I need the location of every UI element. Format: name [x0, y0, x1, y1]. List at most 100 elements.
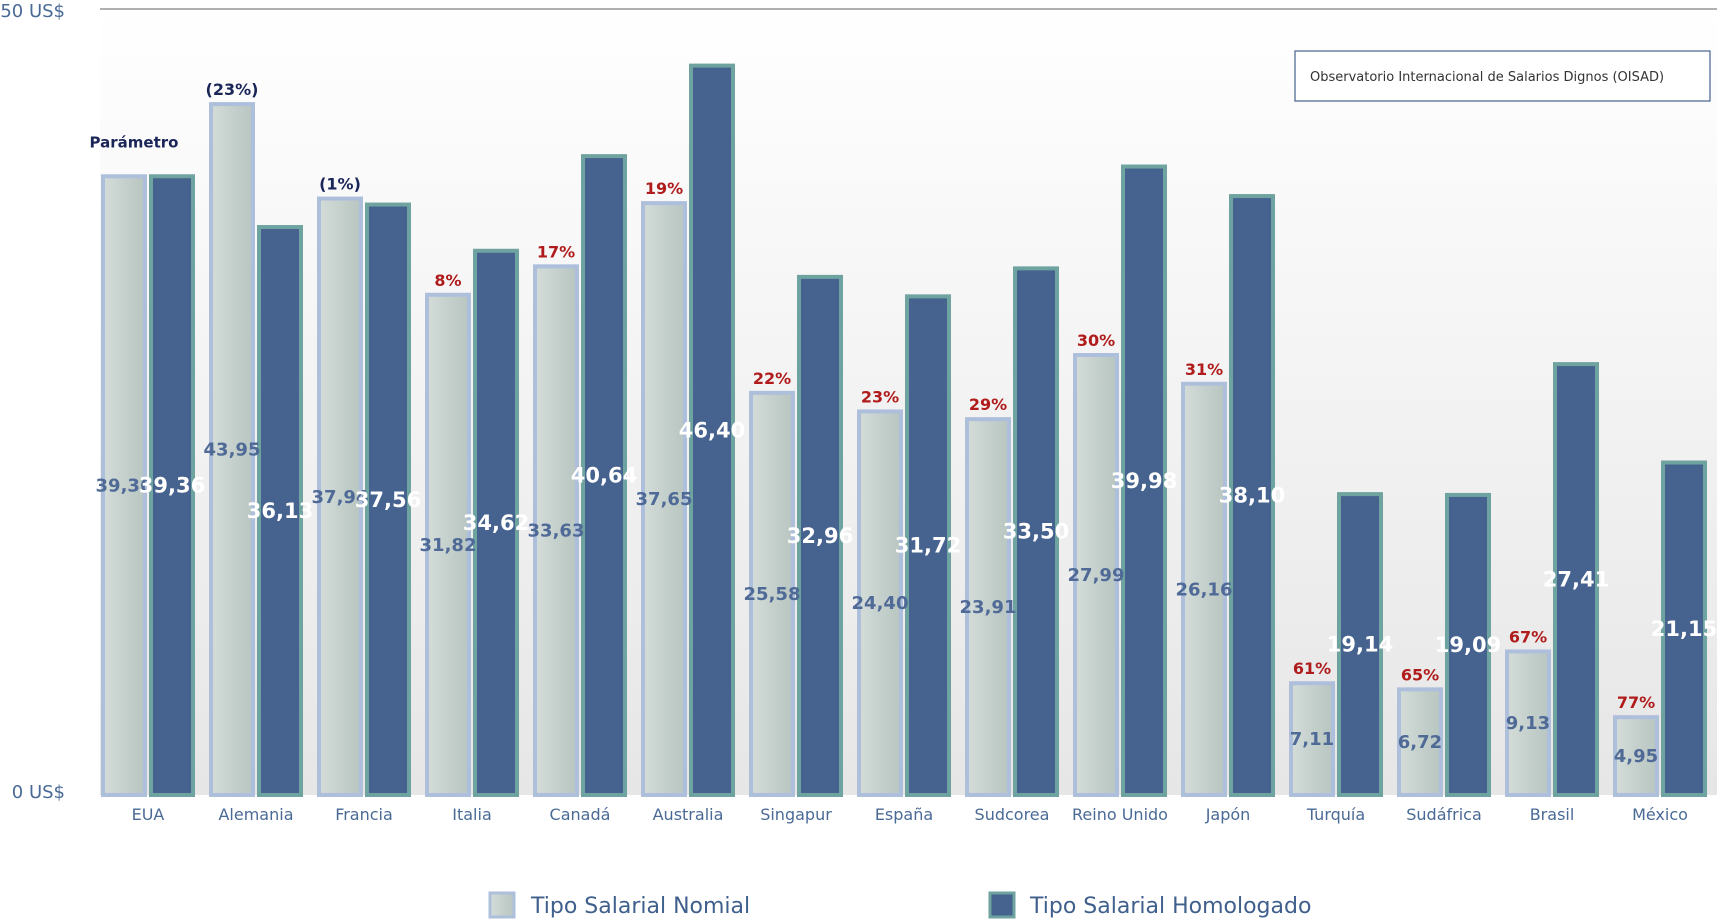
bar-annotation: 61%	[1293, 659, 1331, 678]
bar-annotation: 8%	[434, 271, 461, 290]
data-label-homologado: 27,41	[1543, 568, 1609, 592]
bar-annotation: 22%	[753, 369, 791, 388]
data-label-nominal: 31,82	[420, 535, 477, 556]
bar-homologado	[149, 174, 195, 797]
bar-homologado	[1337, 492, 1383, 797]
data-label-nominal: 23,91	[960, 597, 1017, 618]
x-tick-label: Canadá	[550, 805, 611, 824]
x-tick-label: Singapur	[760, 805, 832, 824]
bar-homologado	[365, 202, 411, 797]
data-label-homologado: 31,72	[895, 534, 961, 558]
source-text: Observatorio Internacional de Salarios D…	[1310, 70, 1664, 85]
bar-annotation: (23%)	[206, 80, 259, 99]
legend-label: Tipo Salarial Nomial	[530, 894, 750, 919]
data-label-homologado: 40,64	[571, 464, 637, 488]
bar-annotation: (1%)	[319, 175, 361, 194]
x-tick-label: México	[1632, 805, 1688, 824]
data-label-homologado: 36,13	[247, 499, 313, 523]
bar-annotation: 67%	[1509, 627, 1547, 646]
x-tick-label: Francia	[335, 805, 393, 824]
data-label-homologado: 39,36	[139, 474, 205, 498]
bar-homologado	[1121, 164, 1167, 797]
source-box: Observatorio Internacional de Salarios D…	[1294, 50, 1711, 102]
bar-nominal	[1505, 649, 1551, 797]
data-label-homologado: 33,50	[1003, 520, 1069, 544]
bar-nominal	[533, 264, 579, 797]
bar-annotation: 30%	[1077, 331, 1115, 350]
bar-nominal	[209, 102, 255, 797]
x-tick-label: Reino Unido	[1072, 805, 1168, 824]
bar-nominal	[101, 174, 147, 797]
bar-homologado	[581, 154, 627, 797]
data-label-homologado: 19,09	[1435, 633, 1501, 657]
data-label-nominal: 6,72	[1398, 732, 1442, 753]
bar-annotation: 19%	[645, 179, 683, 198]
bar-nominal	[1181, 381, 1227, 797]
bar-nominal	[965, 417, 1011, 797]
data-label-nominal: 26,16	[1176, 579, 1233, 600]
legend-item-homologado: Tipo Salarial Homologado	[988, 891, 1311, 919]
bar-homologado	[257, 225, 303, 798]
data-label-nominal: 9,13	[1506, 713, 1550, 734]
bar-homologado	[1661, 460, 1707, 797]
bar-nominal	[1073, 352, 1119, 797]
bar-nominal	[641, 201, 687, 797]
bar-annotation: 23%	[861, 387, 899, 406]
data-label-homologado: 38,10	[1219, 484, 1285, 508]
x-tick-label: Japón	[1205, 805, 1251, 824]
data-label-nominal: 33,63	[528, 521, 585, 542]
x-tick-label: Australia	[653, 805, 724, 824]
bar-homologado	[1013, 266, 1059, 797]
data-label-homologado: 19,14	[1327, 633, 1393, 657]
y-tick-label: 50 US$	[0, 1, 65, 22]
x-tick-label: España	[875, 805, 933, 824]
legend: Tipo Salarial Nomial Tipo Salarial Homol…	[488, 891, 1311, 919]
data-label-homologado: 46,40	[679, 418, 745, 442]
bar-annotation: 17%	[537, 242, 575, 261]
bar-homologado	[473, 248, 519, 797]
data-label-nominal: 27,99	[1068, 565, 1125, 586]
bar-nominal	[1397, 687, 1443, 797]
x-tick-label: Turquía	[1306, 805, 1365, 824]
bar-annotation: 77%	[1617, 693, 1655, 712]
bar-annotation: 31%	[1185, 360, 1223, 379]
y-tick-label: 0 US$	[12, 782, 65, 803]
bar-annotation: Parámetro	[90, 133, 179, 151]
legend-label: Tipo Salarial Homologado	[1029, 894, 1311, 919]
bar-annotation: 65%	[1401, 665, 1439, 684]
data-label-homologado: 34,62	[463, 511, 529, 535]
bar-homologado	[1445, 492, 1491, 797]
data-label-nominal: 37,65	[636, 489, 693, 510]
data-label-nominal: 37,94	[312, 487, 369, 508]
x-tick-label: Alemania	[218, 805, 293, 824]
x-tick-label: Brasil	[1530, 805, 1575, 824]
bar-homologado	[1229, 194, 1275, 797]
bar-nominal	[1613, 715, 1659, 797]
data-label-homologado: 39,98	[1111, 469, 1177, 493]
bar-homologado	[797, 274, 843, 798]
bar-nominal	[317, 196, 363, 798]
data-label-nominal: 4,95	[1614, 746, 1658, 767]
bar-nominal	[857, 409, 903, 797]
data-label-homologado: 37,56	[355, 488, 421, 512]
legend-item-nominal: Tipo Salarial Nomial	[488, 891, 750, 919]
data-label-nominal: 24,40	[852, 593, 909, 614]
bar-nominal	[1289, 681, 1335, 797]
bar-annotation: 29%	[969, 395, 1007, 414]
x-tick-label: Italia	[452, 805, 492, 824]
x-tick-label: EUA	[132, 805, 165, 824]
bar-nominal	[749, 390, 795, 797]
bar-homologado	[1553, 362, 1599, 797]
data-label-nominal: 43,95	[204, 440, 261, 461]
bar-homologado	[905, 294, 951, 797]
data-label-homologado: 21,15	[1651, 617, 1717, 641]
data-label-nominal: 39,36	[96, 476, 153, 497]
data-label-nominal: 7,11	[1290, 729, 1334, 750]
bar-nominal	[425, 292, 471, 797]
data-label-nominal: 25,58	[744, 584, 801, 605]
data-label-homologado: 32,96	[787, 524, 853, 548]
x-tick-label: Sudcorea	[975, 805, 1050, 824]
bar-homologado	[689, 63, 735, 798]
x-tick-label: Sudáfrica	[1406, 805, 1482, 824]
